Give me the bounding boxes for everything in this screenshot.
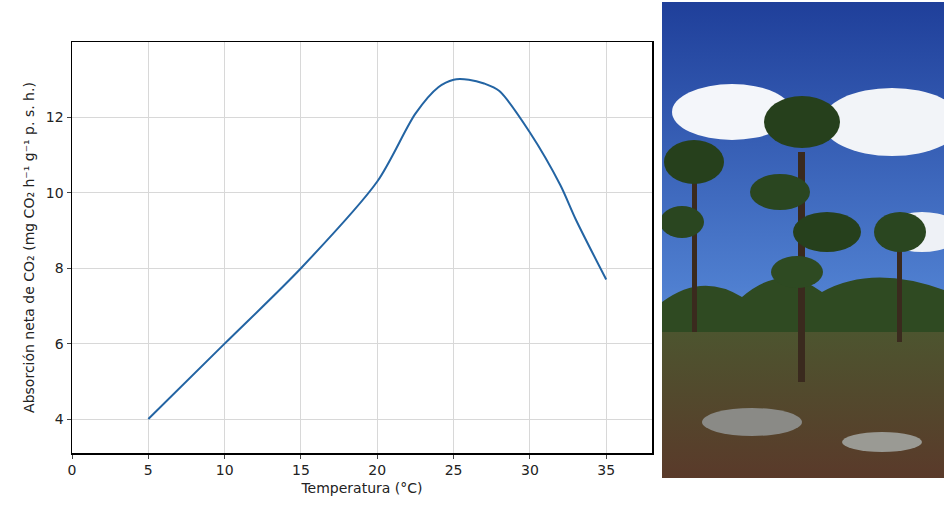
svg-text:0: 0 — [68, 462, 77, 478]
svg-text:5: 5 — [144, 462, 153, 478]
svg-text:10: 10 — [216, 462, 234, 478]
svg-text:4: 4 — [55, 411, 64, 427]
svg-text:8: 8 — [55, 260, 64, 276]
svg-text:Absorción neta de CO₂ (mg CO₂: Absorción neta de CO₂ (mg CO₂ h⁻¹ g⁻¹ p.… — [21, 82, 37, 413]
svg-text:6: 6 — [55, 336, 64, 352]
svg-text:15: 15 — [292, 462, 310, 478]
svg-text:12: 12 — [46, 109, 64, 125]
svg-text:30: 30 — [521, 462, 539, 478]
svg-text:Temperatura (°C): Temperatura (°C) — [300, 480, 422, 496]
svg-text:10: 10 — [46, 185, 64, 201]
svg-text:20: 20 — [368, 462, 386, 478]
svg-text:35: 35 — [597, 462, 615, 478]
svg-text:25: 25 — [445, 462, 463, 478]
